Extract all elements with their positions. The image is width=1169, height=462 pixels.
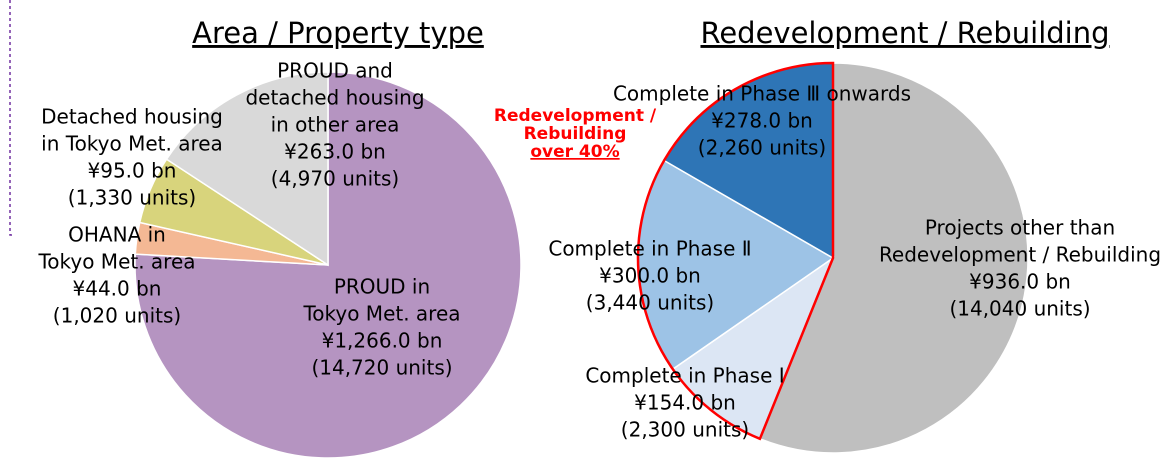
annotation: over 40%	[530, 142, 619, 162]
chart-title: Area / Property type	[192, 16, 484, 50]
slice-label: Projects other than	[925, 216, 1115, 240]
frame-edge	[9, 0, 14, 236]
slice-label: (1,020 units)	[53, 304, 181, 328]
slice-label: (4,970 units)	[271, 167, 399, 191]
slice-label: in other area	[271, 113, 400, 137]
slice-label: ¥300.0 bn	[599, 264, 701, 288]
slice-label: Tokyo Met. area	[37, 250, 195, 274]
slice-label: (2,260 units)	[698, 136, 826, 160]
slice-label: (1,330 units)	[68, 186, 196, 210]
slice-label: ¥936.0 bn	[969, 270, 1071, 294]
slice-label: ¥263.0 bn	[284, 140, 386, 164]
pie-slice	[165, 71, 329, 267]
slice-label: ¥1,266.0 bn	[322, 329, 443, 353]
pie-slice	[134, 71, 522, 459]
slice-label: in Tokyo Met. area	[41, 132, 223, 156]
slice-label: ¥278.0 bn	[711, 109, 813, 133]
slice-label: Tokyo Met. area	[302, 302, 460, 326]
slice-label: OHANA in	[68, 223, 166, 247]
slice-label: (2,300 units)	[621, 418, 749, 442]
annotation: Redevelopment /	[494, 106, 657, 126]
slice-label: (14,040 units)	[949, 297, 1090, 321]
slice-label: Complete in Phase Ⅲ onwards	[613, 82, 911, 106]
slice-label: Redevelopment / Rebuilding	[879, 243, 1161, 267]
annotation: Rebuilding	[524, 124, 627, 144]
slice-label: ¥154.0 bn	[634, 391, 736, 415]
slice-label: PROUD in	[334, 275, 430, 299]
chart-title: Redevelopment / Rebuilding	[700, 16, 1109, 50]
slice-label: ¥44.0 bn	[73, 277, 162, 301]
slice-label: (14,720 units)	[311, 356, 452, 380]
slice-label: ¥95.0 bn	[88, 159, 177, 183]
slice-label: detached housing	[245, 86, 424, 110]
highlight-outline	[636, 61, 835, 441]
slice-label: (3,440 units)	[586, 291, 714, 315]
slice-label: Complete in Phase Ⅰ	[585, 364, 784, 388]
slice-label: PROUD and	[277, 59, 393, 83]
slice-label: Complete in Phase Ⅱ	[548, 237, 751, 261]
pie-slice	[758, 62, 1029, 454]
slice-label: Detached housing	[41, 105, 223, 129]
